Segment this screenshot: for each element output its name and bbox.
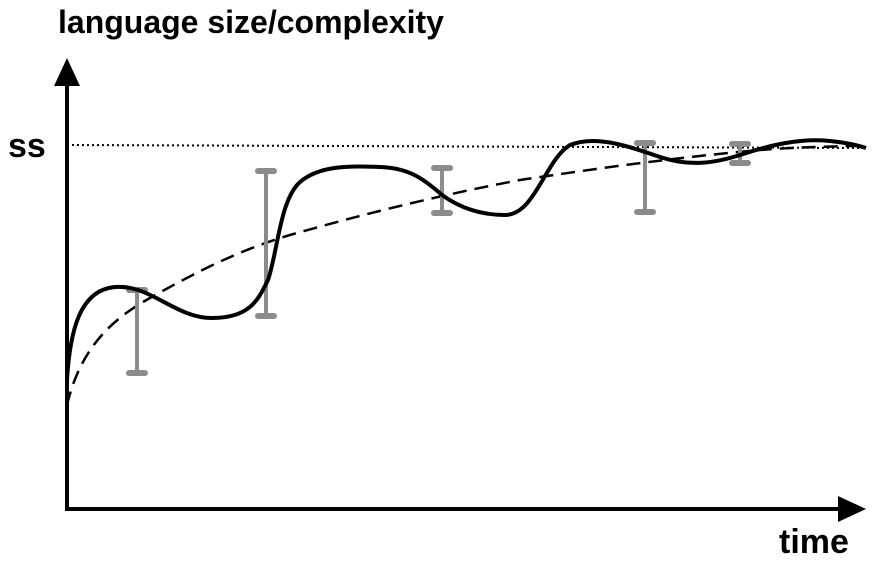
x-axis-arrow-icon bbox=[838, 496, 866, 522]
smooth-trend-curve bbox=[65, 144, 867, 406]
axes bbox=[54, 58, 866, 522]
x-axis-title: time bbox=[779, 523, 849, 561]
actual-complexity-curve bbox=[65, 138, 867, 381]
steady-state-line bbox=[66, 144, 867, 149]
error-bars bbox=[126, 140, 751, 376]
error-bar bbox=[255, 168, 277, 319]
y-axis-arrow-icon bbox=[54, 58, 80, 86]
steady-state-label: ss bbox=[8, 127, 46, 165]
error-bar bbox=[634, 140, 656, 215]
error-bar bbox=[126, 287, 148, 376]
error-bar bbox=[431, 165, 453, 216]
y-axis-title: language size/complexity bbox=[58, 4, 444, 40]
